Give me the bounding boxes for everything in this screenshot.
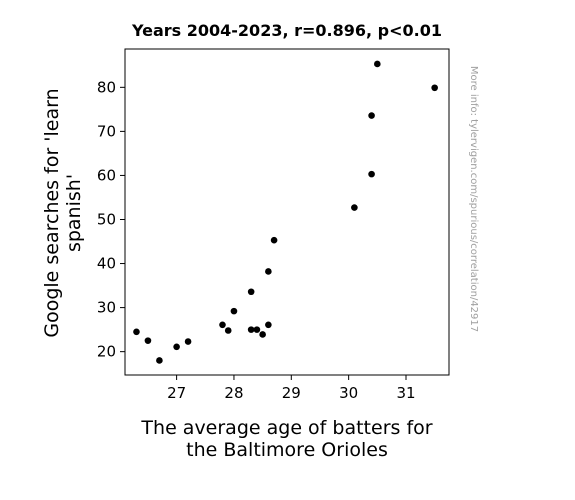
- data-point: [270, 236, 278, 244]
- data-point: [173, 343, 180, 351]
- x-axis-label-line-1: The average age of batters for: [140, 417, 432, 439]
- chart-title: Years 2004-2023, r=0.896, p<0.01: [131, 21, 442, 40]
- data-point: [144, 337, 152, 344]
- data-point: [156, 357, 163, 364]
- y-axis-label: Google searches for 'learn spanish': [41, 88, 85, 337]
- data-point: [247, 288, 255, 296]
- data-point: [259, 331, 266, 338]
- data-point: [368, 170, 375, 178]
- y-tick-label: 60: [97, 166, 116, 184]
- y-axis-label-line-2: spanish': [63, 174, 85, 252]
- y-tick-label: 70: [97, 122, 116, 140]
- x-tick-label: 30: [339, 384, 358, 402]
- data-point: [374, 60, 381, 68]
- x-tick-label: 28: [224, 384, 243, 402]
- data-point: [219, 321, 226, 329]
- x-axis-ticks: 27 28 29 30 31: [167, 375, 416, 402]
- data-point: [253, 326, 261, 333]
- y-tick-label: 30: [97, 299, 116, 317]
- data-point: [265, 321, 272, 329]
- watermark-text: More info: tylervigen.com/spurious/corre…: [468, 66, 479, 332]
- data-point: [224, 327, 232, 334]
- data-point: [133, 328, 140, 336]
- y-tick-label: 20: [97, 343, 116, 361]
- data-point: [230, 307, 238, 315]
- y-tick-label: 50: [97, 210, 116, 228]
- data-point: [265, 268, 272, 275]
- x-tick-label: 31: [396, 384, 415, 402]
- x-axis-label: The average age of batters for the Balti…: [140, 417, 432, 461]
- y-axis-label-line-1: Google searches for 'learn: [41, 88, 63, 337]
- data-point: [247, 326, 255, 333]
- data-points: [133, 60, 438, 364]
- data-point: [184, 338, 192, 345]
- x-tick-label: 29: [282, 384, 301, 402]
- plot-area-frame: [124, 48, 450, 376]
- x-axis-label-line-2: the Baltimore Orioles: [186, 439, 388, 461]
- data-point: [368, 112, 375, 119]
- x-tick-label: 27: [167, 384, 186, 402]
- data-point: [431, 84, 438, 92]
- y-axis-ticks: 20 30 40 50 60 70 80: [97, 78, 125, 361]
- y-tick-label: 40: [97, 255, 116, 273]
- data-point: [351, 204, 358, 211]
- y-tick-label: 80: [97, 78, 116, 96]
